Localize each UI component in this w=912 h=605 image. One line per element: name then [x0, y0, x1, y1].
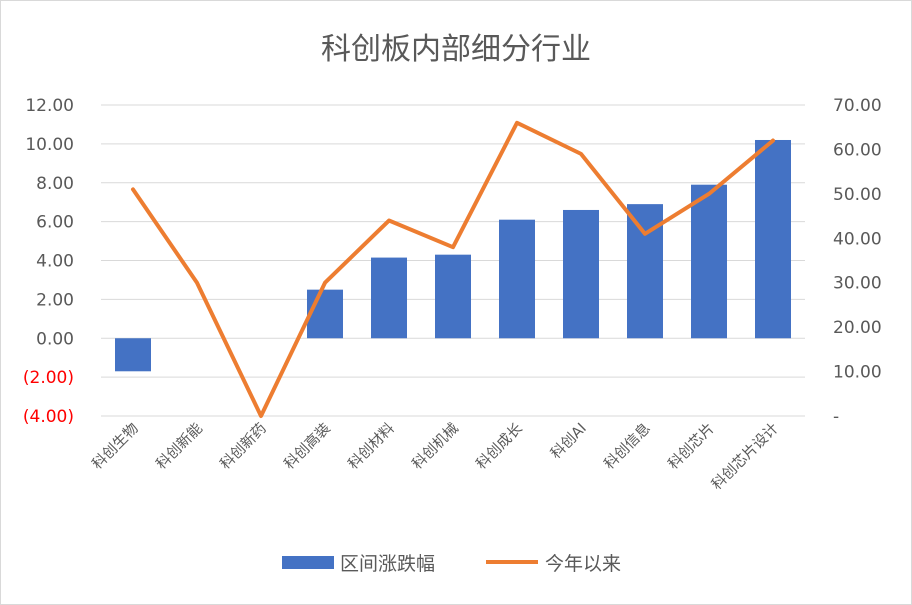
right-axis-tick-label: 10.00 — [833, 363, 882, 383]
right-axis-tick-label: 20.00 — [833, 318, 882, 338]
bar — [691, 184, 727, 339]
category-label: 科创芯片设计 — [708, 420, 782, 494]
category-label: 科创材料 — [345, 420, 398, 473]
bar — [115, 338, 151, 372]
right-axis-ticks: 70.00 60.00 50.00 40.00 30.00 20.00 10.00 - — [833, 96, 882, 427]
right-axis-tick-label: 60.00 — [833, 140, 882, 160]
right-axis-tick-label: 40.00 — [833, 229, 882, 249]
bar — [755, 139, 791, 339]
bar — [371, 257, 407, 339]
left-axis-ticks: 12.00 10.00 8.00 6.00 4.00 2.00 0.00 (2.00) (4.0… — [23, 96, 74, 427]
legend-bar-swatch — [282, 556, 334, 569]
line-path — [131, 120, 775, 418]
left-axis-tick-label: 6.00 — [36, 213, 74, 233]
category-labels: 科创生物 科创新能 科创新药 科创高装 科创材料 科创机械 科创成长 科创AI 科创信息 科创芯片… — [89, 419, 782, 493]
category-label: 科创AI — [547, 420, 590, 463]
right-axis-tick-label: - — [833, 407, 839, 427]
right-axis-tick-label: 30.00 — [833, 274, 882, 294]
bar-series — [115, 139, 791, 372]
line-series — [131, 120, 775, 418]
left-axis-tick-label: 4.00 — [36, 252, 74, 272]
right-axis-tick-label: 70.00 — [833, 96, 882, 116]
left-axis-tick-label: 12.00 — [25, 96, 74, 116]
bar — [435, 254, 471, 339]
left-axis-tick-label: 0.00 — [36, 329, 74, 349]
left-axis-tick-label: (2.00) — [23, 368, 74, 388]
category-label: 科创芯片 — [665, 420, 718, 473]
legend-line-label: 今年以来 — [545, 553, 621, 575]
category-label: 科创高装 — [281, 420, 334, 473]
left-axis-tick-label: 8.00 — [36, 174, 74, 194]
chart-title: 科创板内部细分行业 — [321, 32, 591, 67]
bar — [307, 289, 343, 339]
bar — [499, 219, 535, 339]
left-axis-tick-label: (4.00) — [23, 407, 74, 427]
right-axis-tick-label: 50.00 — [833, 185, 882, 205]
legend: 区间涨跌幅 今年以来 — [282, 553, 621, 575]
category-label: 科创新能 — [153, 420, 206, 473]
bar — [563, 209, 599, 339]
category-label: 科创机械 — [409, 420, 462, 473]
category-label: 科创成长 — [473, 419, 526, 472]
category-label: 科创信息 — [601, 420, 654, 473]
category-label: 科创生物 — [89, 420, 142, 473]
left-axis-tick-label: 10.00 — [25, 135, 74, 155]
legend-bar-label: 区间涨跌幅 — [340, 553, 435, 575]
left-axis-tick-label: 2.00 — [36, 290, 74, 310]
category-label: 科创新药 — [217, 420, 270, 473]
